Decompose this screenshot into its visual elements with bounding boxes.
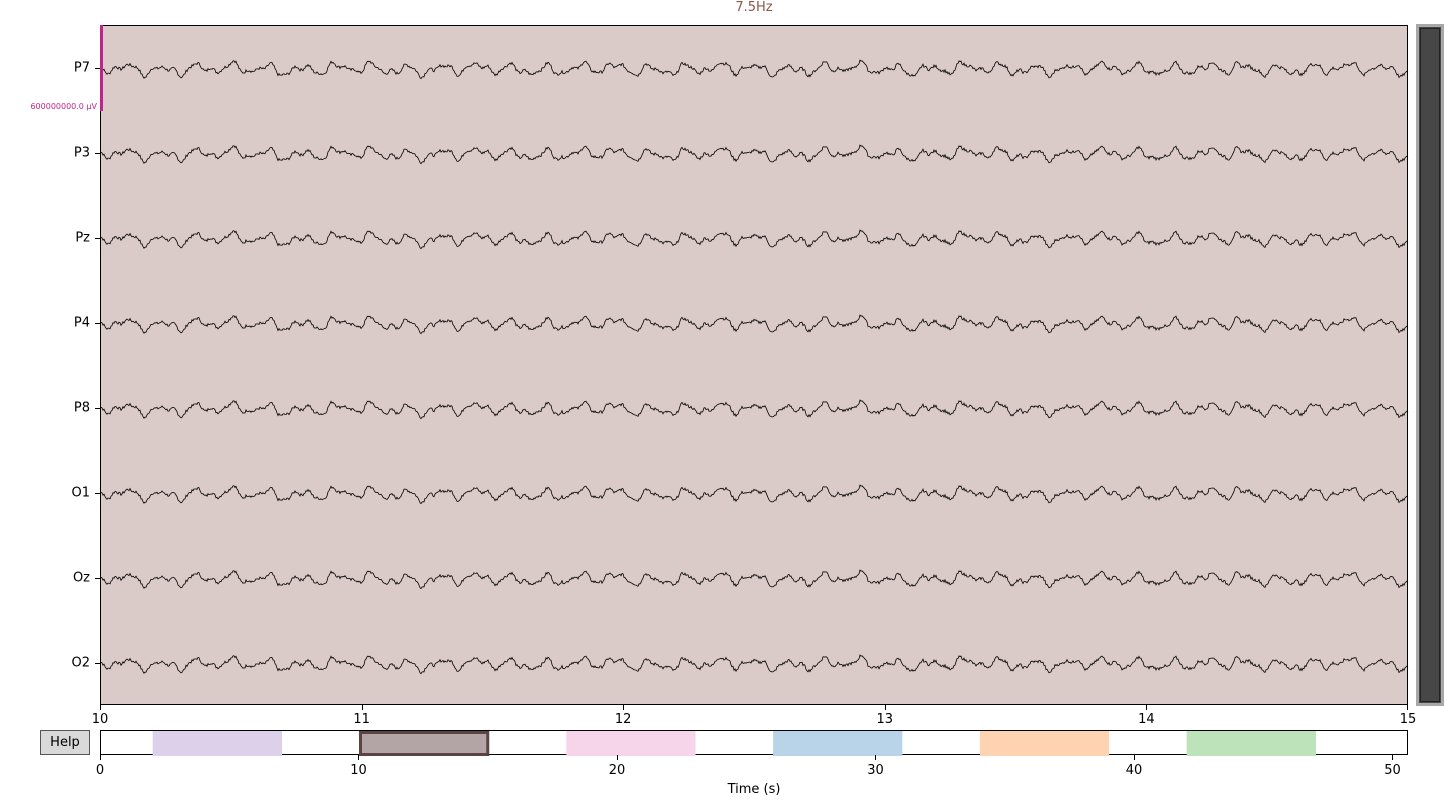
overview-tick (875, 755, 877, 760)
channel-scrollbar-thumb[interactable] (1416, 24, 1444, 706)
channel-tick (95, 323, 100, 324)
channel-label-oz[interactable]: Oz (72, 570, 90, 586)
annotation-title: 7.5Hz (735, 0, 773, 15)
channel-label-p7[interactable]: P7 (73, 60, 90, 76)
overview-tick-label: 50 (1384, 763, 1401, 778)
time-scrollbar[interactable] (100, 730, 1408, 756)
time-tick (623, 705, 625, 710)
channel-label-pz[interactable]: Pz (75, 230, 90, 246)
channel-tick (95, 493, 100, 494)
overview-annotation[interactable] (152, 731, 282, 756)
time-tick (884, 705, 886, 710)
trace-o1 (101, 484, 1409, 505)
channel-label-o1[interactable]: O1 (71, 485, 90, 501)
overview-annotation[interactable] (566, 731, 696, 756)
time-tick (1407, 705, 1408, 710)
overview-tick (1392, 755, 1394, 760)
trace-o2 (101, 654, 1409, 675)
channel-label-p3[interactable]: P3 (73, 145, 90, 161)
time-tick (100, 705, 101, 710)
overview-tick (616, 755, 618, 760)
overview-tick-label: 30 (867, 763, 884, 778)
overview-tick-label: 40 (1125, 763, 1143, 778)
trace-p8 (101, 399, 1409, 420)
overview-tick (358, 755, 360, 760)
overview-annotation[interactable] (979, 731, 1110, 756)
trace-oz (101, 569, 1409, 590)
overview-annotation[interactable] (773, 731, 903, 756)
overview-annotation[interactable] (1186, 731, 1316, 756)
time-tick-label: 15 (1399, 712, 1417, 727)
time-tick-label: 12 (614, 712, 632, 727)
overview-tick-label: 0 (95, 763, 105, 778)
x-axis-label: Time (s) (727, 782, 781, 797)
trace-p7 (101, 59, 1409, 80)
channel-tick (95, 68, 100, 69)
help-button[interactable]: Help (40, 730, 90, 755)
channel-tick (95, 153, 100, 154)
trace-p3 (101, 144, 1409, 165)
overview-tick-label: 10 (350, 763, 367, 778)
time-tick (361, 705, 363, 710)
time-tick (1146, 705, 1148, 710)
overview-tick (100, 755, 101, 760)
overview-tick-label: 20 (608, 763, 626, 778)
channel-tick (95, 238, 100, 239)
channel-tick (95, 578, 100, 579)
eeg-traces-axes[interactable] (100, 25, 1409, 705)
channel-label-o2[interactable]: O2 (71, 655, 90, 671)
channel-label-p4[interactable]: P4 (73, 315, 90, 331)
time-tick-label: 13 (876, 712, 894, 727)
time-overview-plot (152, 731, 1316, 756)
eeg-traces-plot (101, 59, 1409, 675)
trace-p4 (101, 314, 1409, 335)
scale-bar (100, 25, 103, 111)
overview-tick (1133, 755, 1135, 760)
time-tick-label: 14 (1138, 712, 1155, 727)
trace-pz (101, 229, 1409, 250)
time-tick-label: 10 (91, 712, 109, 727)
channel-tick (95, 408, 100, 409)
time-tick-label: 11 (353, 712, 370, 727)
current-view-window[interactable] (358, 731, 490, 756)
scale-label: 600000000.0 µV (30, 102, 97, 111)
channel-label-p8[interactable]: P8 (73, 400, 90, 416)
channel-tick (95, 663, 100, 664)
